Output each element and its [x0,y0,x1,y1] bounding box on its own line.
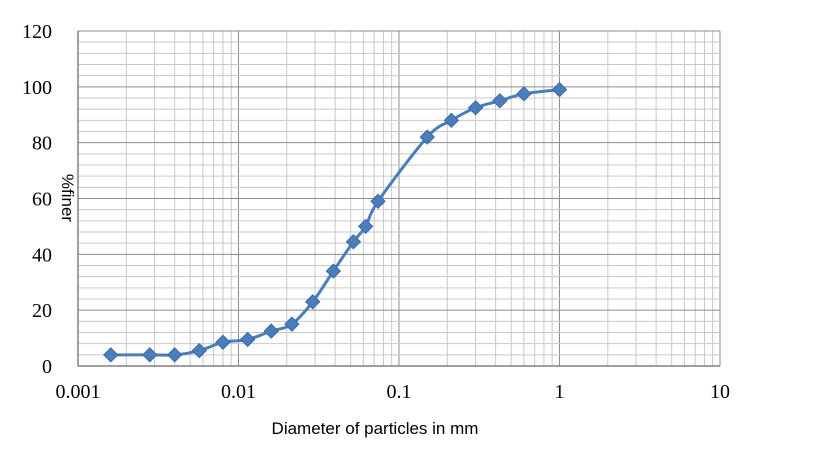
data-point-marker [345,234,362,250]
axes [77,31,720,367]
x-tick-label: 1 [555,381,565,403]
data-point-marker [305,294,321,310]
data-point-marker [325,263,342,279]
data-point-marker [551,81,568,98]
y-tick-label: 100 [22,77,52,99]
grid [77,30,721,367]
series-markers [103,81,568,363]
data-point-marker [492,93,508,109]
y-axis-label: %finer [58,174,77,223]
data-point-marker [103,347,119,363]
data-point-marker [215,334,231,350]
data-point-marker [284,316,300,332]
data-point-marker [370,193,386,209]
data-point-marker [419,129,435,145]
y-tick-label: 60 [32,189,52,211]
y-tick-label: 20 [32,300,52,322]
data-point-marker [516,86,532,102]
data-point-marker [166,347,183,363]
x-tick-label: 10 [710,381,730,403]
x-tick-label: 0.01 [221,381,256,403]
data-point-marker [467,100,484,116]
data-point-marker [191,342,208,359]
y-tick-label: 40 [32,244,52,266]
data-point-marker [443,112,460,129]
y-tick-labels: 0 20 40 60 80 100 120 [22,21,52,378]
data-point-marker [142,347,158,363]
y-tick-label: 0 [42,356,52,378]
data-point-marker [263,323,279,339]
x-tick-labels: 0.001 0.01 0.1 1 10 [56,381,731,403]
x-axis-label: Diameter of particles in mm [272,419,479,438]
data-point-marker [357,218,374,235]
y-tick-label: 80 [32,133,52,155]
x-tick-label: 0.001 [56,381,101,403]
y-tick-label: 120 [22,21,52,43]
data-point-marker [239,331,256,348]
x-tick-label: 0.1 [387,381,412,403]
